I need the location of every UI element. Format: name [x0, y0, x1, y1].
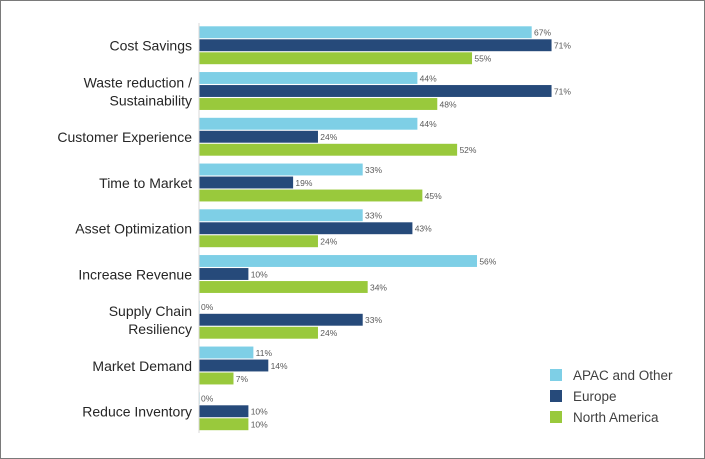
data-label: 52% — [459, 145, 476, 155]
category-label: Increase Revenue — [78, 266, 192, 282]
data-label: 44% — [420, 119, 437, 129]
bar-apac-and-other — [198, 208, 364, 222]
legend-label: North America — [573, 410, 659, 425]
category-label: Supply Chain — [109, 303, 192, 319]
category-label: Time to Market — [99, 175, 192, 191]
data-label: 10% — [251, 407, 268, 417]
legend-swatch — [550, 369, 562, 381]
bar-north-america — [198, 97, 438, 111]
bar-apac-and-other — [198, 25, 533, 39]
category-label: Market Demand — [92, 358, 192, 374]
bar-apac-and-other — [198, 345, 254, 360]
data-label: 19% — [295, 178, 312, 188]
data-label: 48% — [440, 99, 457, 109]
bar-north-america — [198, 326, 319, 340]
category-label: Reduce Inventory — [82, 404, 192, 420]
data-label: 33% — [365, 315, 382, 325]
data-label: 71% — [554, 41, 571, 51]
bar-north-america — [198, 143, 458, 157]
bar-apac-and-other — [198, 71, 418, 85]
category-label: Customer Experience — [57, 129, 192, 145]
bar-apac-and-other — [198, 254, 478, 268]
category-label: Asset Optimization — [75, 221, 192, 237]
bar-north-america — [198, 51, 473, 65]
data-label: 43% — [415, 224, 432, 234]
legend-label: APAC and Other — [573, 368, 673, 383]
bar-europe — [198, 404, 250, 418]
data-label: 10% — [251, 269, 268, 279]
category-label: Waste reduction / — [84, 74, 193, 90]
bar-europe — [198, 38, 553, 52]
data-label: 24% — [320, 132, 337, 142]
category-label: Sustainability — [110, 92, 193, 108]
bar-apac-and-other — [198, 117, 418, 131]
data-label: 55% — [474, 54, 491, 64]
data-label: 24% — [320, 328, 337, 338]
legend-swatch — [550, 390, 562, 402]
data-label: 14% — [271, 361, 288, 371]
legend-swatch — [550, 411, 562, 423]
category-label: Cost Savings — [110, 38, 192, 54]
data-label: 33% — [365, 165, 382, 175]
bar-europe — [198, 221, 414, 235]
bar-north-america — [198, 417, 250, 431]
data-label: 7% — [236, 374, 249, 384]
bar-north-america — [198, 371, 235, 386]
data-label: 56% — [479, 256, 496, 266]
bar-europe — [198, 358, 269, 373]
data-label: 34% — [370, 282, 387, 292]
data-label: 24% — [320, 237, 337, 247]
data-label: 67% — [534, 28, 551, 38]
data-label: 11% — [256, 348, 273, 358]
data-label: 33% — [365, 211, 382, 221]
bar-north-america — [198, 280, 369, 294]
data-label: 0% — [201, 394, 214, 404]
data-label: 44% — [420, 73, 437, 83]
bar-europe — [198, 130, 319, 144]
category-label: Resiliency — [128, 321, 192, 337]
bar-europe — [198, 313, 364, 327]
bar-apac-and-other — [198, 162, 364, 177]
data-label: 71% — [554, 86, 571, 96]
bar-europe — [198, 267, 250, 281]
bar-north-america — [198, 234, 319, 248]
bar-north-america — [198, 188, 423, 203]
data-label: 45% — [425, 191, 442, 201]
legend-label: Europe — [573, 389, 617, 404]
bar-europe — [198, 84, 553, 98]
bar-europe — [198, 175, 294, 190]
data-label: 0% — [201, 302, 214, 312]
data-label: 10% — [251, 420, 268, 430]
